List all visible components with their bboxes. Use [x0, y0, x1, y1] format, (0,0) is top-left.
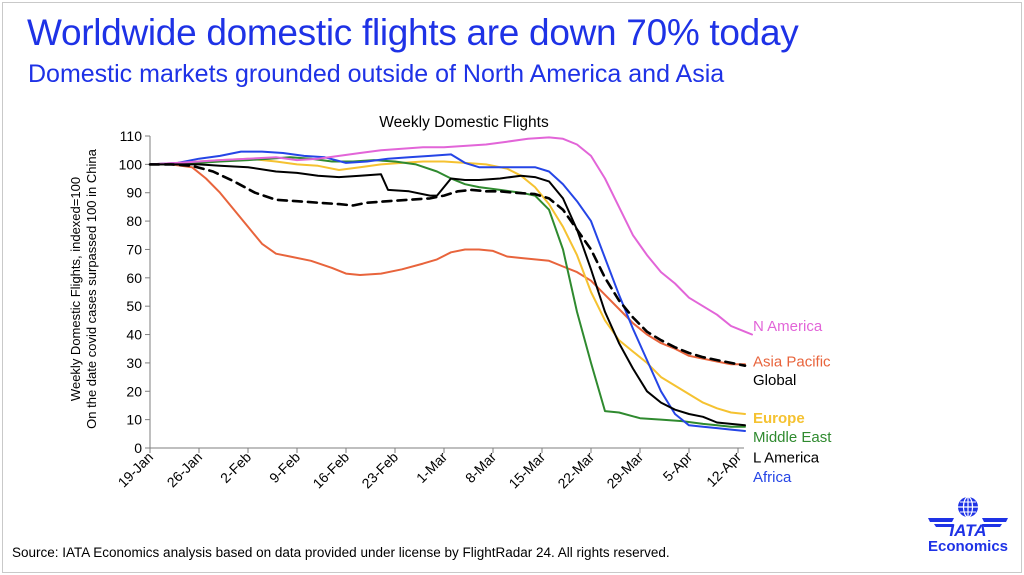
series-line-global — [148, 163, 747, 368]
y-axis-label-line2: On the date covid cases surpassed 100 in… — [84, 148, 99, 428]
y-axis-label-line1: Weekly Domestic Flights, indexed=100 — [68, 177, 83, 401]
y-tick-label: 10 — [126, 412, 142, 428]
slide-subtitle: Domestic markets grounded outside of Nor… — [28, 60, 725, 88]
series-label-africa: Africa — [753, 469, 792, 486]
series-labels: N America Asia Pacific Global Europe Middle … — [753, 318, 832, 486]
series-label-l-america: L America — [753, 449, 820, 466]
x-tick-label: 15-Mar — [505, 449, 548, 492]
y-tick-label: 30 — [126, 355, 142, 371]
series-line-n-america — [149, 136, 753, 336]
y-tick-label: 70 — [126, 241, 142, 257]
series-line-europe — [149, 157, 746, 415]
slide-title: Worldwide domestic flights are down 70% … — [27, 12, 799, 53]
logo-unit-text: Economics — [927, 538, 1009, 555]
x-tick-label: 12-Apr — [703, 449, 744, 490]
x-tick-label: 9-Feb — [266, 449, 303, 486]
x-tick-label: 23-Feb — [358, 449, 401, 492]
series-label-global: Global — [753, 372, 796, 389]
series-line-middle-east — [149, 156, 746, 428]
y-tick-label: 110 — [120, 128, 143, 144]
chart-title: Weekly Domestic Flights — [379, 114, 549, 131]
chart: Weekly Domestic Flights Weekly Domestic … — [68, 114, 832, 492]
series-label-asia-pacific: Asia Pacific — [753, 353, 831, 370]
y-tick-label: 60 — [126, 270, 142, 286]
y-tick-label: 50 — [126, 298, 142, 314]
iata-globe-icon: IATA — [928, 496, 1008, 540]
x-tick-label: 1-Mar — [413, 449, 450, 486]
series-line-africa — [149, 150, 746, 432]
y-tick-label: 100 — [119, 156, 143, 172]
x-tick-label: 16-Feb — [309, 449, 352, 492]
series-label-europe: Europe — [753, 410, 805, 427]
x-tick-label: 22-Mar — [554, 449, 597, 492]
y-tick-label: 20 — [126, 383, 142, 399]
logo-brand-text: IATA — [949, 521, 986, 540]
y-tick-label: 40 — [126, 327, 142, 343]
series-line-l-america — [149, 163, 746, 427]
series-label-n-america: N America — [753, 318, 823, 335]
x-tick-label: 2-Feb — [217, 449, 254, 486]
x-tick-label: 29-Mar — [603, 449, 646, 492]
series-line-asia-pacific — [149, 163, 746, 366]
x-tick-label: 26-Jan — [164, 449, 206, 491]
series-label-middle-east: Middle East — [753, 429, 832, 446]
source-note: Source: IATA Economics analysis based on… — [12, 545, 670, 560]
series-layer — [148, 136, 753, 432]
iata-logo: IATA Economics — [922, 494, 1014, 568]
y-tick-label: 80 — [126, 213, 142, 229]
y-tick-label: 0 — [134, 440, 142, 456]
x-tick-label: 8-Mar — [462, 449, 499, 486]
y-tick-label: 90 — [126, 185, 142, 201]
x-tick-label: 5-Apr — [660, 449, 696, 485]
